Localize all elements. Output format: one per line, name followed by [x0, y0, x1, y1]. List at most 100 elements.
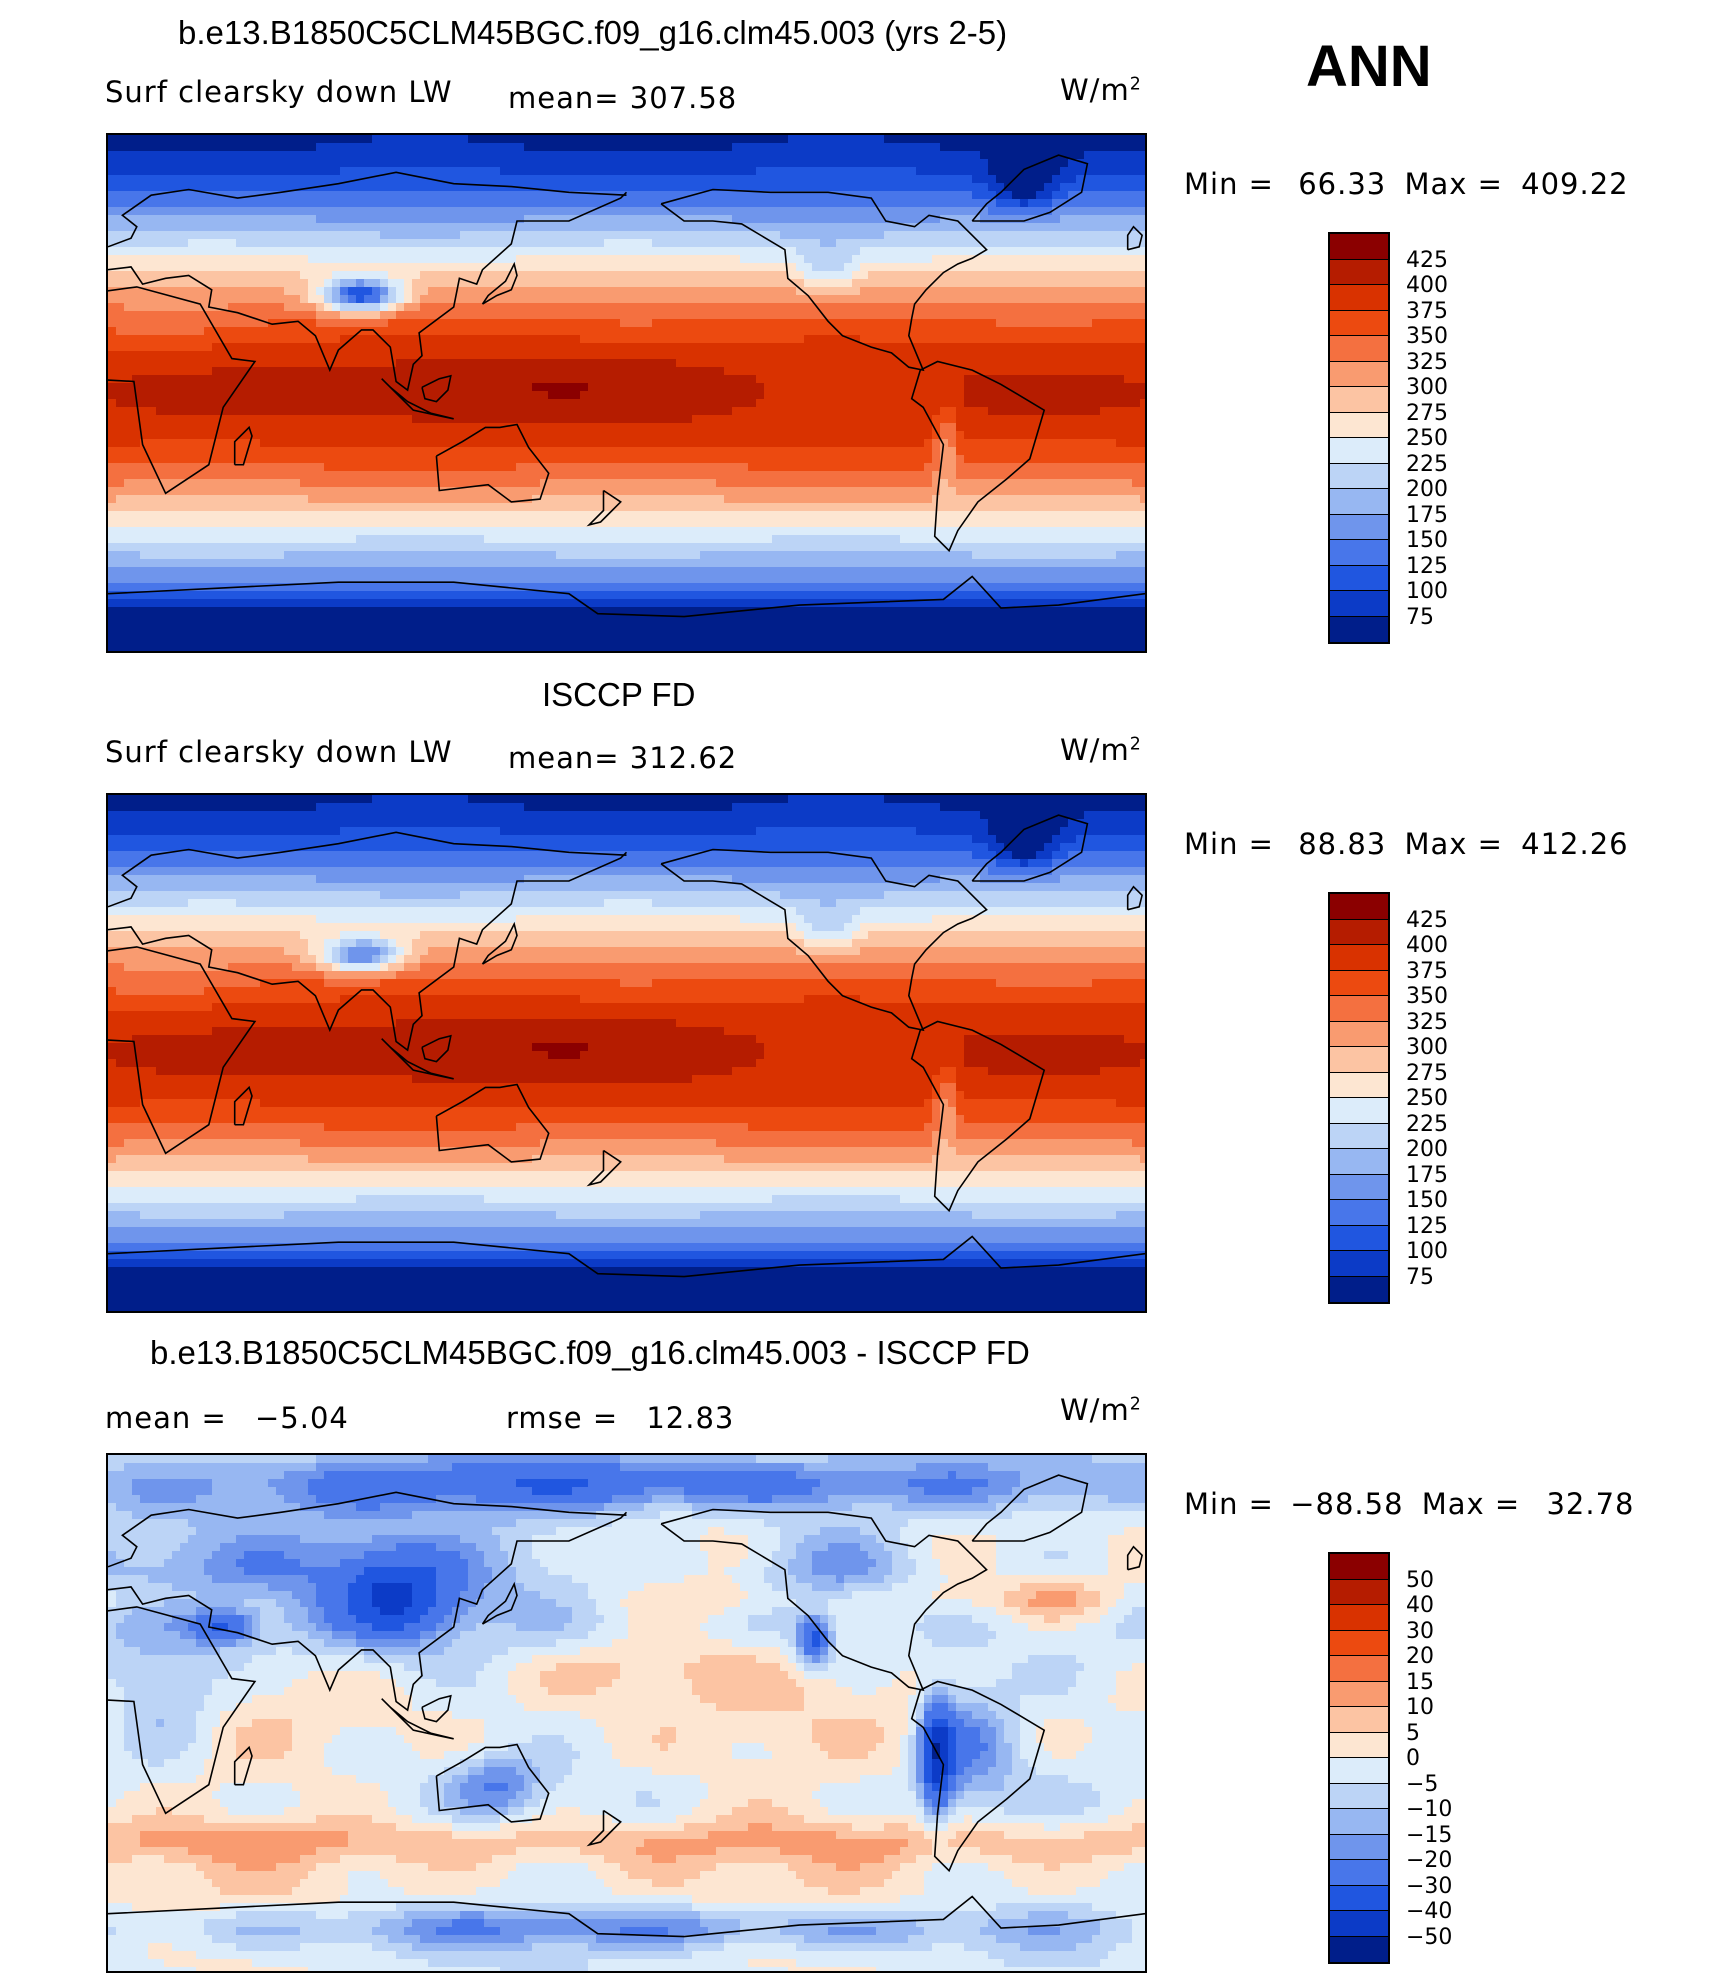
- season-label: ANN: [1306, 38, 1432, 96]
- colorbar-swatch: [1330, 1098, 1388, 1124]
- mean-value: 312.62: [630, 741, 737, 775]
- coastline: [108, 191, 628, 392]
- colorbar-tick-label: 0: [1406, 1748, 1420, 1770]
- map-obs: [106, 793, 1147, 1313]
- colorbar-tick-label: 50: [1406, 1569, 1434, 1592]
- colorbar-swatch: [1330, 1200, 1388, 1226]
- colorbar-swatch: [1330, 387, 1388, 413]
- min-value: 88.83: [1298, 827, 1386, 861]
- colorbar-tick-label: 100: [1406, 1241, 1448, 1263]
- colorbar-swatch: [1330, 970, 1388, 996]
- colorbar-swatch: [1330, 463, 1388, 489]
- colorbar-swatch: [1330, 1758, 1388, 1784]
- colorbar-swatch: [1330, 514, 1388, 540]
- min-value: 66.33: [1298, 167, 1386, 201]
- colorbar-tick-label: 275: [1406, 1062, 1448, 1085]
- max-label: Max =: [1404, 827, 1502, 861]
- colorbar-tick-label: 75: [1406, 1266, 1434, 1289]
- coastline: [910, 1020, 1046, 1213]
- mean-value: −5.04: [255, 1401, 349, 1435]
- colorbar-swatch: [1330, 259, 1388, 285]
- panel-title-obs: ISCCP FD: [542, 678, 695, 711]
- max-label: Max =: [1422, 1487, 1520, 1521]
- coastline: [586, 1149, 622, 1187]
- units-exp: 2: [1130, 74, 1142, 94]
- min-value: −88.58: [1290, 1487, 1403, 1521]
- coastline: [381, 378, 454, 420]
- colorbar-swatch: [1330, 310, 1388, 336]
- colorbar-tick-label: 75: [1406, 606, 1434, 629]
- colorbar-tick-label: −5: [1406, 1773, 1438, 1796]
- coastline: [971, 1474, 1089, 1542]
- colorbar-swatch: [1330, 1225, 1388, 1251]
- units-exp: 2: [1130, 1394, 1142, 1414]
- coastline: [586, 489, 622, 527]
- panel-title-model: b.e13.B1850C5CLM45BGC.f09_g16.clm45.003 …: [178, 16, 1007, 49]
- colorbar-tick-label: 15: [1406, 1671, 1434, 1694]
- coastline: [421, 1694, 452, 1723]
- coastline: [660, 1508, 988, 1692]
- coastline: [381, 1038, 454, 1080]
- units-base: W/m: [1060, 733, 1130, 767]
- coastline: [108, 1511, 628, 1712]
- colorbar-swatch: [1330, 1554, 1388, 1580]
- units-label-model: W/m2: [1060, 76, 1142, 105]
- colorbar-tick-label: 100: [1406, 581, 1448, 603]
- coastline: [481, 1581, 518, 1625]
- units-label-diff: W/m2: [1060, 1396, 1142, 1425]
- rmse-value: 12.83: [646, 1401, 734, 1435]
- coastline: [108, 831, 627, 908]
- colorbar-swatch: [1330, 285, 1388, 311]
- colorbar-tick-label: 150: [1406, 1190, 1448, 1212]
- colorbar-swatch: [1330, 1174, 1388, 1200]
- colorbar-swatch: [1330, 336, 1388, 362]
- colorbar-tick-label: 175: [1406, 504, 1448, 527]
- coastline: [660, 848, 988, 1032]
- coastline: [108, 1491, 627, 1568]
- coastline: [910, 1680, 1046, 1873]
- map-canvas-model: [108, 135, 1145, 651]
- colorbar-tick-label: 20: [1406, 1646, 1434, 1668]
- coastline: [108, 286, 257, 495]
- coastline: [233, 1745, 253, 1786]
- coastline: [1126, 1545, 1143, 1571]
- colorbar-tick-label: −15: [1406, 1824, 1452, 1847]
- colorbar-tick-label: 200: [1406, 479, 1448, 501]
- min-label: Min =: [1184, 1487, 1274, 1521]
- coastline: [108, 171, 627, 248]
- colorbar-swatch: [1330, 1123, 1388, 1149]
- colorbar-tick-label: 425: [1406, 909, 1448, 932]
- colorbar-swatch: [1330, 1072, 1388, 1098]
- units-base: W/m: [1060, 73, 1130, 107]
- mean-text: mean=: [508, 81, 620, 115]
- map-canvas-obs: [108, 795, 1145, 1311]
- map-model: [106, 133, 1147, 653]
- colorbar-tick-label: 350: [1406, 986, 1448, 1008]
- max-value: 412.26: [1521, 827, 1628, 861]
- colorbar-tick-label: 400: [1406, 935, 1448, 957]
- colorbar-tick-label: −30: [1406, 1875, 1452, 1898]
- coastline: [421, 1034, 452, 1063]
- colorbar-tick-label: 150: [1406, 530, 1448, 552]
- coastline: [660, 188, 988, 372]
- min-max-diff: Min = −88.58 Max = 32.78: [1184, 1490, 1634, 1519]
- colorbar-swatch: [1330, 1251, 1388, 1277]
- colorbar-swatch: [1330, 1681, 1388, 1707]
- panel-title-diff: b.e13.B1850C5CLM45BGC.f09_g16.clm45.003 …: [150, 1336, 1030, 1369]
- colorbar-swatch: [1330, 1276, 1388, 1302]
- variable-label-obs: Surf clearsky down LW: [105, 738, 453, 767]
- mean-label-obs: mean= 312.62: [508, 744, 737, 773]
- colorbar-tick-label: 30: [1406, 1620, 1434, 1643]
- colorbar-swatch: [1330, 565, 1388, 591]
- coastline: [108, 851, 628, 1052]
- coastline: [481, 921, 518, 965]
- colorbar-tick-label: −20: [1406, 1850, 1452, 1872]
- colorbar-diff: [1328, 1552, 1390, 1964]
- colorbar-tick-label: 325: [1406, 1011, 1448, 1034]
- colorbar-tick-label: 125: [1406, 1215, 1448, 1238]
- units-base: W/m: [1060, 1393, 1130, 1427]
- units-label-obs: W/m2: [1060, 736, 1142, 765]
- colorbar-swatch: [1330, 361, 1388, 387]
- colorbar-tick-label: 300: [1406, 1037, 1448, 1059]
- map-canvas-diff: [108, 1455, 1145, 1971]
